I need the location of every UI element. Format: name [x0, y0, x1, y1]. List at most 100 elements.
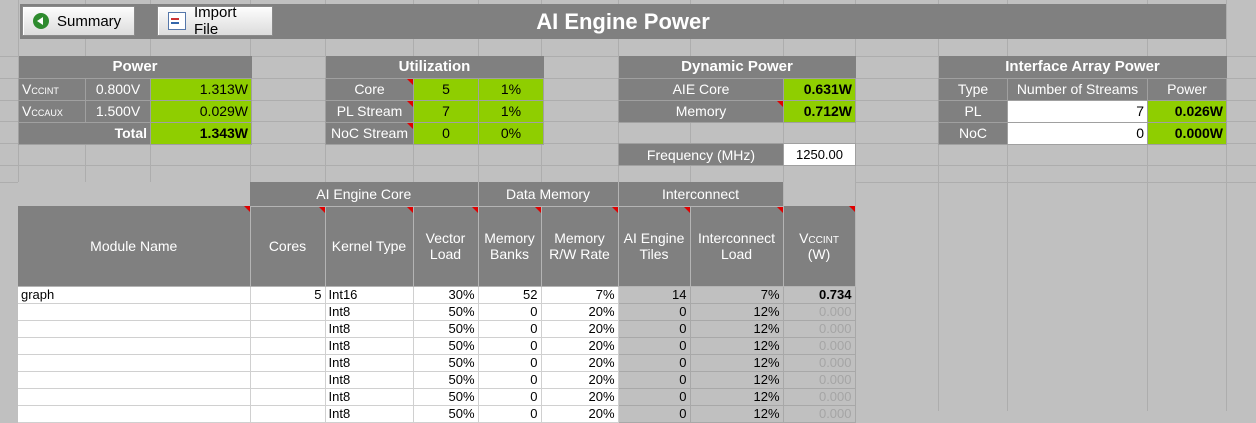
cores-cell[interactable]: [250, 354, 326, 372]
total-power: 1.343W: [149, 121, 253, 145]
interface-pl-streams[interactable]: 7: [1007, 99, 1148, 123]
kernel-type-cell[interactable]: Int8: [325, 320, 414, 338]
col-memory-rw-rate: Memory R/W Rate: [541, 206, 619, 287]
vccint-power-cell: 0.734: [783, 286, 856, 304]
frequency-input[interactable]: 1250.00: [783, 143, 856, 166]
vccint-power-cell: 0.000: [783, 405, 856, 423]
memory-banks-cell[interactable]: 0: [478, 337, 542, 355]
cores-cell[interactable]: [250, 388, 326, 406]
kernel-type-cell[interactable]: Int8: [325, 371, 414, 389]
ai-engine-tiles-cell: 14: [618, 286, 691, 304]
vector-load-cell[interactable]: 50%: [413, 405, 479, 423]
interface-noc-power: 0.000W: [1146, 121, 1228, 145]
memory-banks-cell[interactable]: 0: [478, 354, 542, 372]
memory-rw-rate-cell[interactable]: 20%: [541, 337, 619, 355]
power-header: Power: [18, 56, 252, 78]
summary-button[interactable]: Summary: [22, 6, 135, 36]
ai-engine-tiles-cell: 0: [618, 405, 691, 423]
vector-load-cell[interactable]: 50%: [413, 371, 479, 389]
memory-banks-cell[interactable]: 52: [478, 286, 542, 304]
ai-engine-tiles-cell: 0: [618, 320, 691, 338]
ai-engine-tiles-cell: 0: [618, 354, 691, 372]
interface-noc-type: NoC: [938, 121, 1008, 145]
frequency-label: Frequency (MHz): [618, 143, 784, 166]
kernel-type-cell[interactable]: Int8: [325, 405, 414, 423]
vector-load-cell[interactable]: 30%: [413, 286, 479, 304]
memory-banks-cell[interactable]: 0: [478, 320, 542, 338]
module-name-cell[interactable]: [18, 405, 251, 423]
col-ai-engine-tiles: AI Engine Tiles: [618, 206, 691, 287]
util-noc-stream-label: NoC Stream: [325, 121, 414, 145]
memory-banks-cell[interactable]: 0: [478, 388, 542, 406]
memory-banks-cell[interactable]: 0: [478, 405, 542, 423]
vector-load-cell[interactable]: 50%: [413, 337, 479, 355]
kernel-type-cell[interactable]: Int8: [325, 303, 414, 321]
vccaux-voltage: 1.500V: [85, 99, 151, 123]
col-kernel-type: Kernel Type: [325, 206, 414, 287]
memory-banks-cell[interactable]: 0: [478, 371, 542, 389]
kernel-type-cell[interactable]: Int8: [325, 354, 414, 372]
memory-rw-rate-cell[interactable]: 20%: [541, 354, 619, 372]
memory-rw-rate-cell[interactable]: 20%: [541, 388, 619, 406]
interconnect-load-cell: 12%: [690, 337, 784, 355]
memory-rw-rate-cell[interactable]: 20%: [541, 371, 619, 389]
interconnect-load-cell: 12%: [690, 303, 784, 321]
util-pl-stream-count: 7: [413, 99, 479, 123]
cores-cell[interactable]: [250, 371, 326, 389]
import-file-icon: [168, 12, 186, 30]
interconnect-load-cell: 12%: [690, 320, 784, 338]
vccint-power: 1.313W: [149, 77, 253, 101]
table-row: Int8 50% 0 20% 0 12% 0.000: [18, 303, 856, 321]
cores-cell[interactable]: [250, 337, 326, 355]
vccint-power-cell: 0.000: [783, 303, 856, 321]
module-table: AI Engine Core Data Memory Interconnect …: [18, 182, 856, 423]
module-name-cell[interactable]: [18, 303, 251, 321]
interconnect-load-cell: 7%: [690, 286, 784, 304]
memory-rw-rate-cell[interactable]: 7%: [541, 286, 619, 304]
vccint-voltage: 0.800V: [85, 77, 151, 101]
module-name-cell[interactable]: [18, 371, 251, 389]
module-name-cell[interactable]: [18, 337, 251, 355]
kernel-type-cell[interactable]: Int8: [325, 337, 414, 355]
ai-engine-tiles-cell: 0: [618, 388, 691, 406]
kernel-type-cell[interactable]: Int16: [325, 286, 414, 304]
vccint-power-cell: 0.000: [783, 388, 856, 406]
util-core-label: Core: [325, 77, 414, 101]
cores-cell[interactable]: [250, 320, 326, 338]
module-name-cell[interactable]: [18, 320, 251, 338]
table-row: Int8 50% 0 20% 0 12% 0.000: [18, 354, 856, 372]
ai-engine-tiles-cell: 0: [618, 371, 691, 389]
import-file-button[interactable]: Import File: [157, 4, 273, 38]
module-name-cell[interactable]: graph: [18, 286, 251, 304]
memory-banks-cell[interactable]: 0: [478, 303, 542, 321]
interconnect-load-cell: 12%: [690, 371, 784, 389]
module-name-cell[interactable]: [18, 388, 251, 406]
interface-header: Interface Array Power: [938, 56, 1227, 78]
interconnect-load-cell: 12%: [690, 405, 784, 423]
cores-cell[interactable]: [250, 303, 326, 321]
memory-rw-rate-cell[interactable]: 20%: [541, 405, 619, 423]
module-name-cell[interactable]: [18, 354, 251, 372]
memory-power: 0.712W: [783, 99, 856, 123]
vccint-power-cell: 0.000: [783, 354, 856, 372]
col-interconnect-load: Interconnect Load: [690, 206, 784, 287]
table-row: Int8 50% 0 20% 0 12% 0.000: [18, 337, 856, 355]
vector-load-cell[interactable]: 50%: [413, 354, 479, 372]
interface-noc-streams[interactable]: 0: [1007, 121, 1148, 145]
vector-load-cell[interactable]: 50%: [413, 320, 479, 338]
vccint-label: VCCINT: [18, 77, 86, 101]
memory-rw-rate-cell[interactable]: 20%: [541, 303, 619, 321]
vccint-power-cell: 0.000: [783, 337, 856, 355]
cores-cell[interactable]: [250, 405, 326, 423]
frequency-table: Frequency (MHz) 1250.00: [618, 143, 856, 166]
kernel-type-cell[interactable]: Int8: [325, 388, 414, 406]
table-row: Int8 50% 0 20% 0 12% 0.000: [18, 320, 856, 338]
memory-rw-rate-cell[interactable]: 20%: [541, 320, 619, 338]
util-core-pct: 1%: [478, 77, 544, 101]
vector-load-cell[interactable]: 50%: [413, 303, 479, 321]
vector-load-cell[interactable]: 50%: [413, 388, 479, 406]
interface-array-power-table: Interface Array Power Type Number of Str…: [938, 56, 1228, 145]
aie-core-power: 0.631W: [783, 77, 856, 101]
cores-cell[interactable]: 5: [250, 286, 326, 304]
util-noc-stream-pct: 0%: [478, 121, 544, 145]
